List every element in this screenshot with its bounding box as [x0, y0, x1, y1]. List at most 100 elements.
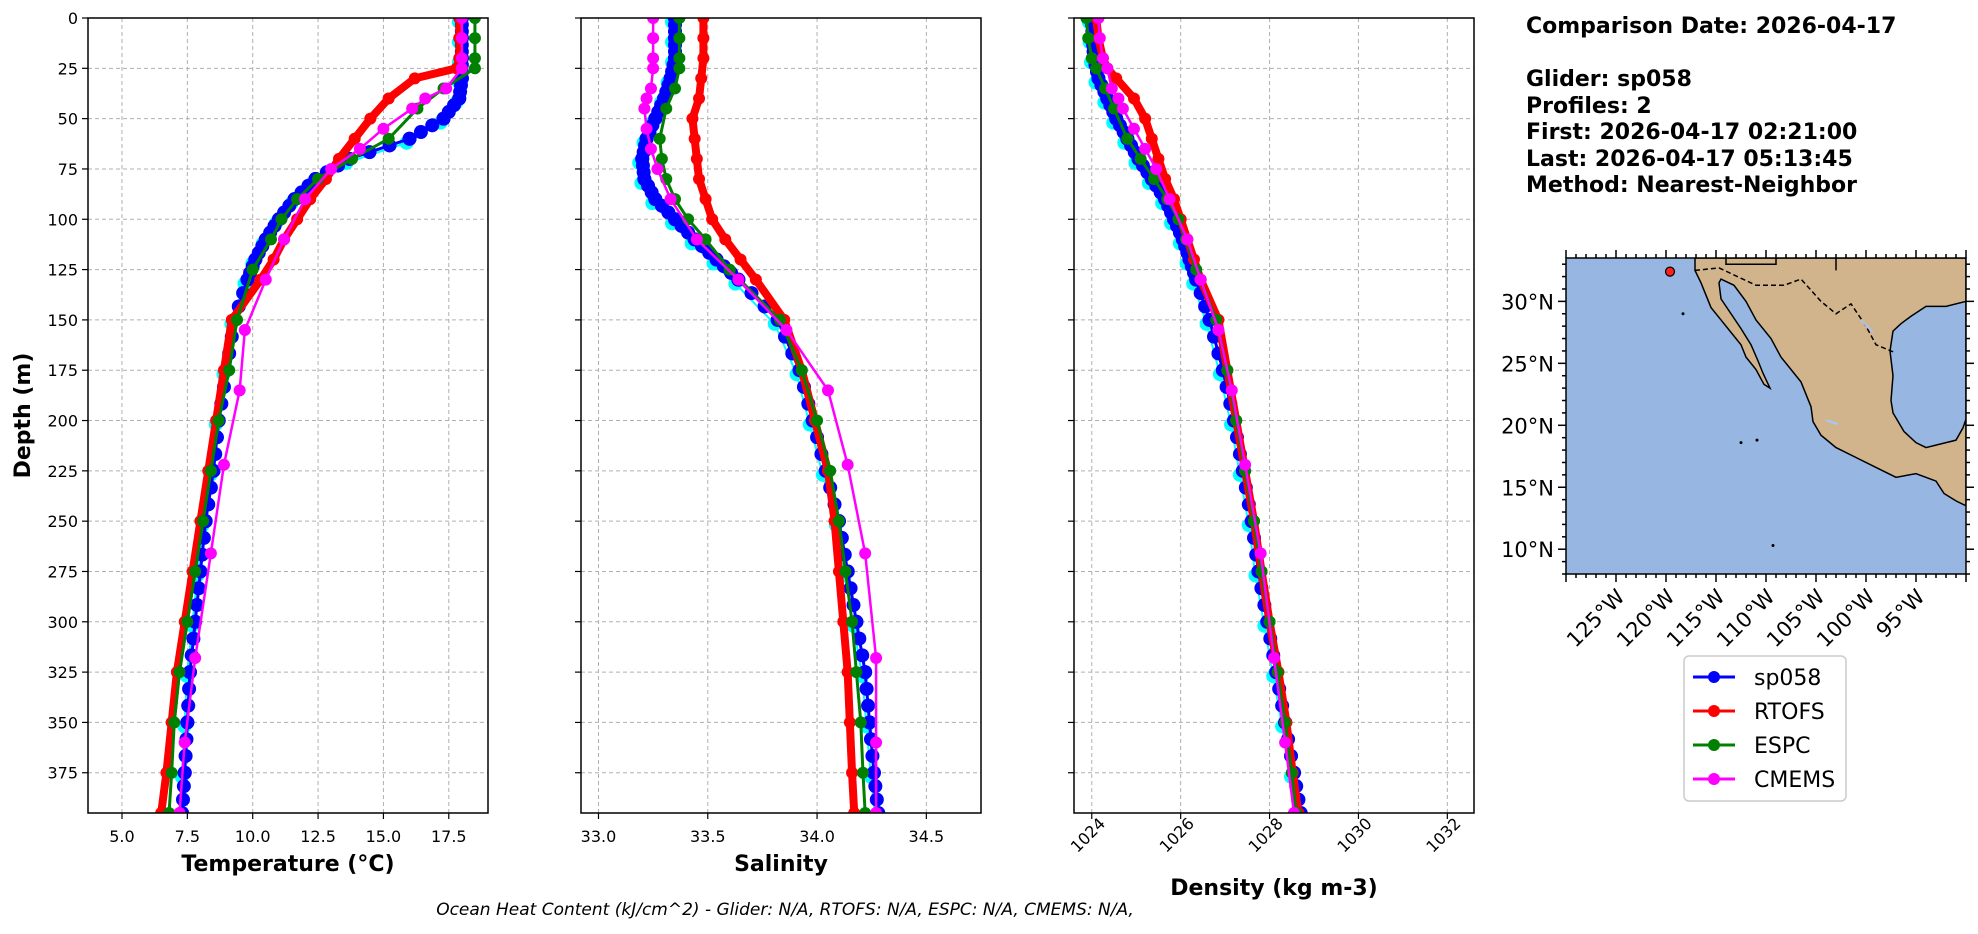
first-profile-time: First: 2026-04-17 02:21:00	[1526, 120, 1858, 145]
legend-label: CMEMS	[1754, 768, 1835, 793]
cmems-point	[377, 122, 390, 135]
us-mexico-border	[1694, 267, 1895, 353]
legend-label: RTOFS	[1754, 700, 1825, 725]
espc-point	[1121, 132, 1134, 145]
island	[1755, 438, 1759, 442]
cmems-point	[640, 92, 653, 105]
rtofs-point	[697, 18, 710, 24]
rtofs-point	[841, 666, 854, 679]
cmems-point	[732, 273, 745, 286]
location-map: 30°N25°N20°N15°N10°N125°W120°W115°W110°W…	[1501, 250, 1974, 652]
rtofs-point	[693, 173, 706, 186]
cmems-point	[455, 52, 468, 65]
espc-point	[673, 18, 686, 24]
cmems-point	[1268, 652, 1280, 665]
espc-point	[265, 233, 278, 246]
rtofs-point	[364, 112, 377, 125]
cmems-point	[455, 32, 468, 45]
x-tick-label: 1028	[1245, 814, 1287, 856]
rtofs-point	[699, 193, 712, 206]
island	[1771, 543, 1775, 547]
x-tick-label: 1024	[1067, 814, 1109, 856]
cmems-line	[643, 18, 878, 813]
espc-point	[204, 464, 217, 477]
cmems-point	[780, 323, 793, 336]
cmems-point	[440, 82, 453, 95]
cmems-point	[217, 458, 230, 471]
legend-marker	[1708, 773, 1720, 785]
sp058-point	[248, 252, 263, 267]
comparison-info: Comparison Date: 2026-04-17 Glider: sp05…	[1526, 14, 1896, 200]
cmems-point	[859, 547, 872, 560]
espc-point	[673, 62, 686, 75]
x-tick-label: 33.5	[690, 827, 726, 846]
x-tick-label: 5.0	[109, 827, 134, 846]
cmems-point	[638, 102, 651, 115]
cmems-point	[1279, 736, 1292, 749]
sp058-point	[436, 111, 451, 126]
x-tick-label: 34.0	[799, 827, 835, 846]
espc-point	[189, 565, 202, 578]
rtofs-point	[706, 213, 719, 226]
x-axis-label: Density (kg m-3)	[1170, 876, 1378, 901]
cmems-point	[690, 233, 703, 246]
series-group	[1080, 18, 1308, 813]
rtofs-point	[695, 72, 708, 85]
cmems-point	[298, 193, 311, 206]
glider-location-marker	[1664, 266, 1676, 277]
sp058-point	[648, 111, 663, 126]
series-group	[155, 18, 481, 813]
espc-point	[846, 615, 859, 628]
salinity-panel: 33.0 33.5 34.0 34.5 Salinity	[575, 17, 982, 877]
cmems-point	[353, 142, 366, 155]
last-profile-time: Last: 2026-04-17 05:13:45	[1526, 146, 1853, 172]
map-lat-label: 25°N	[1501, 352, 1554, 376]
axes-frame	[87, 17, 489, 814]
rtofs-point	[688, 132, 701, 145]
island	[1739, 441, 1743, 445]
espc-point	[856, 766, 869, 779]
y-tick-label: 350	[47, 713, 78, 732]
espc-point	[1082, 32, 1095, 45]
rtofs-point	[686, 112, 699, 125]
cmems-point	[1254, 547, 1267, 560]
y-tick-label: 125	[47, 261, 78, 280]
cmems-point	[1150, 162, 1163, 175]
rtofs-point	[1139, 112, 1152, 125]
ocean-heat-content-footer: Ocean Heat Content (kJ/cm^2) - Glider: N…	[436, 900, 1134, 920]
sp058-point	[177, 765, 192, 780]
espc-point	[212, 414, 225, 427]
espc-point	[468, 52, 481, 65]
espc-point	[653, 132, 666, 145]
cmems-point	[644, 82, 657, 95]
rtofs-point	[1145, 132, 1158, 145]
sp058-point	[862, 715, 877, 730]
rtofs-point	[1128, 92, 1140, 105]
espc-point	[699, 233, 712, 246]
espc-point	[275, 213, 288, 226]
espc-point	[163, 807, 176, 813]
sp058-profile-2-line	[638, 22, 876, 813]
rtofs-point	[690, 152, 703, 165]
cmems-point	[1225, 384, 1238, 397]
legend: sp058 RTOFS ESPC CMEMS	[1683, 655, 1847, 802]
sp058-point	[648, 192, 663, 207]
legend-marker	[1708, 739, 1720, 751]
cmems-point	[1288, 807, 1300, 813]
y-tick-label: 300	[47, 613, 78, 632]
rtofs-point	[719, 233, 732, 246]
espc-point	[1108, 102, 1120, 115]
rtofs-point	[697, 32, 710, 45]
espc-point	[811, 414, 824, 427]
y-tick-label: 175	[47, 361, 78, 380]
espc-point	[668, 82, 681, 95]
cmems-point	[651, 162, 664, 175]
espc-point	[382, 132, 395, 145]
rtofs-point	[1110, 72, 1123, 85]
cmems-point	[233, 384, 246, 397]
cmems-point	[1128, 122, 1140, 135]
legend-marker	[1708, 671, 1720, 683]
espc-point	[655, 152, 668, 165]
espc-point	[168, 716, 181, 729]
espc-point	[854, 716, 867, 729]
